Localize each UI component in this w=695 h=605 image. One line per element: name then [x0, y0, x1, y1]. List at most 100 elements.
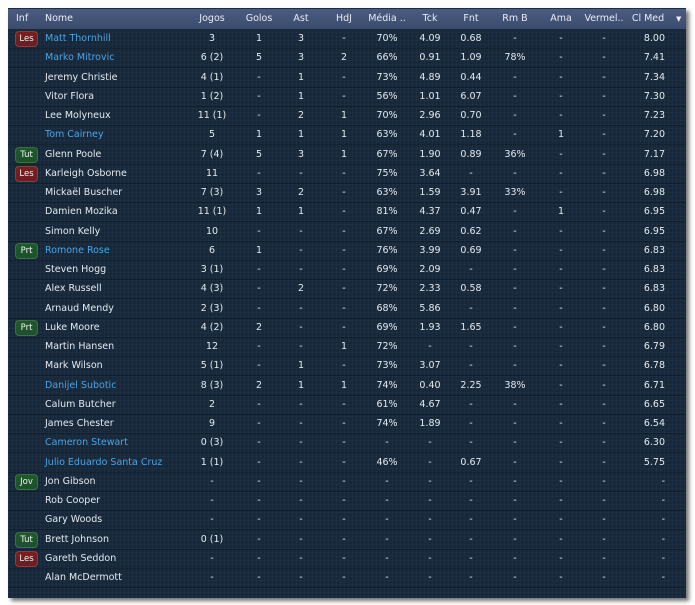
table-row[interactable]: Jeremy Christie 4 (1) - 1 - 73% 4.89 0.44 - - - 7.3…	[8, 68, 686, 88]
table-row[interactable]: Martin Hansen 12 - - 1 72% - - - - - 6.79	[8, 337, 686, 357]
cell-media: -	[385, 533, 389, 545]
column-header-cl-med[interactable]: Cl Med	[631, 13, 665, 24]
status-badge-prt[interactable]: Prt	[15, 242, 38, 259]
table-row[interactable]: Alan McDermott - - - - - - - - - - -	[8, 568, 686, 588]
status-badge-jov[interactable]: Jov	[15, 473, 38, 490]
column-header-rm-b[interactable]: Rm B	[502, 13, 528, 24]
cell-ast: 3	[297, 148, 305, 160]
player-name[interactable]: Arnaud Mendy	[45, 302, 114, 314]
status-badge-prt[interactable]: Prt	[15, 319, 38, 336]
status-badge-tut[interactable]: Tut	[15, 531, 38, 548]
player-name[interactable]: Mark Wilson	[45, 360, 103, 372]
player-name[interactable]: Alex Russell	[45, 283, 102, 295]
player-name[interactable]: Jeremy Christie	[45, 71, 118, 83]
player-name[interactable]: James Chester	[45, 418, 114, 429]
table-row[interactable]: Simon Kelly 10 - - - 67% 2.69 0.62 - - - 6.95	[8, 222, 686, 242]
player-name[interactable]: Simon Kelly	[45, 225, 101, 237]
status-badge-les[interactable]: Les	[15, 165, 38, 182]
table-row[interactable]: Les Matt Thornhill 3 1 3 - 70% 4.09 0.68 - - - 8.00	[8, 29, 686, 49]
player-name[interactable]: Damien Mozika	[45, 206, 118, 218]
table-row[interactable]: Prt Romone Rose 6 1 - - 76% 3.99 0.69 - - - 6.83	[8, 241, 686, 261]
column-header-ast[interactable]: Ast	[293, 13, 309, 24]
player-name[interactable]: Brett Johnson	[45, 533, 109, 545]
table-row[interactable]: Rob Cooper - - - - - - - - - - -	[8, 491, 686, 511]
table-row[interactable]: Marko Mitrovic 6 (2) 5 3 2 66% 0.91 1.09 78% - - 7.…	[8, 48, 686, 69]
table-row[interactable]: Les Karleigh Osborne 11 - - - 75% 3.64 - - - - 6.98	[8, 164, 686, 184]
cell-ast: -	[299, 225, 303, 237]
player-name[interactable]: Alan McDermott	[45, 572, 122, 583]
table-row[interactable]: Alex Russell 4 (3) - 2 - 72% 2.33 0.58 - - - 6.83	[8, 279, 686, 300]
status-badge-tut[interactable]: Tut	[15, 146, 38, 163]
column-header-ama[interactable]: Ama	[550, 13, 572, 24]
cell-hdj: -	[342, 398, 346, 410]
status-badge-les[interactable]: Les	[15, 31, 38, 47]
status-badge-les[interactable]: Les	[15, 550, 38, 567]
column-header-hdj[interactable]: HdJ	[336, 13, 352, 24]
cell-tck: 0.91	[419, 52, 441, 64]
cell-vermelhos: -	[602, 572, 606, 583]
cell-cl-med: 6.95	[643, 225, 665, 237]
table-row[interactable]: Arnaud Mendy 2 (3) - - - 68% 5.86 - - - - 6.80	[8, 299, 686, 319]
player-name[interactable]: Calum Butcher	[45, 398, 116, 410]
column-header-golos[interactable]: Golos	[245, 13, 273, 24]
table-row[interactable]: James Chester 9 - - - 74% 1.89 - - - - 6.54	[8, 414, 686, 434]
player-name[interactable]: Matt Thornhill	[45, 33, 111, 44]
column-header-inf[interactable]: Inf	[16, 13, 29, 24]
player-name[interactable]: Mickaël Buscher	[45, 187, 123, 198]
table-row[interactable]: Julio Eduardo Santa Cruz 1 (1) - - - 46% - 0.67…	[8, 453, 686, 473]
cell-fnt: 0.67	[460, 456, 482, 468]
player-name[interactable]: Lee Molyneux	[45, 110, 111, 121]
table-row[interactable]: Tom Cairney 5 1 1 1 63% 4.01 1.18 - 1 - 7.20	[8, 125, 686, 146]
player-name[interactable]: Gareth Seddon	[45, 552, 117, 564]
column-header-jogos[interactable]: Jogos	[199, 13, 225, 24]
cell-cl-med: 6.83	[643, 244, 665, 256]
player-name[interactable]: Karleigh Osborne	[45, 167, 127, 179]
player-name[interactable]: Tom Cairney	[45, 129, 104, 141]
table-row[interactable]: Vitor Flora 1 (2) - 1 - 56% 1.01 6.07 - - - 7.30	[8, 87, 686, 107]
cell-hdj: -	[342, 167, 346, 179]
cell-ast: 1	[297, 360, 305, 372]
cell-golos: -	[257, 167, 261, 179]
column-header-media[interactable]: Média ..	[368, 13, 406, 24]
table-row[interactable]: Tut Brett Johnson 0 (1) - - - - - - - - - -	[8, 530, 686, 550]
table-row[interactable]: Lee Molyneux 11 (1) - 2 1 70% 2.96 0.70 - - - 7.23	[8, 106, 686, 126]
cell-ama: -	[559, 533, 563, 545]
column-header-tck[interactable]: Tck	[422, 13, 438, 24]
table-row[interactable]: Damien Mozika 11 (1) 1 1 - 81% 4.37 0.47 - 1 - 6.95	[8, 202, 686, 223]
player-name[interactable]: Gary Woods	[45, 514, 103, 526]
cell-ast: -	[299, 244, 303, 256]
table-row[interactable]: Cameron Stewart 0 (3) - - - - - - - - - 6.30	[8, 433, 686, 454]
table-row[interactable]: Steven Hogg 3 (1) - - - 69% 2.09 - - - - 6.83	[8, 260, 686, 280]
player-name[interactable]: Cameron Stewart	[45, 437, 128, 449]
player-name[interactable]: Marko Mitrovic	[45, 52, 115, 64]
player-name[interactable]: Jon Gibson	[45, 475, 96, 487]
table-row[interactable]: Tut Glenn Poole 7 (4) 5 3 1 67% 1.90 0.89 36% - - 7.…	[8, 145, 686, 165]
player-name[interactable]: Glenn Poole	[45, 148, 102, 160]
player-name[interactable]: Rob Cooper	[45, 495, 101, 506]
table-row[interactable]: Jov Jon Gibson - - - - - - - - - - -	[8, 472, 686, 492]
player-name[interactable]: Martin Hansen	[45, 341, 115, 352]
table-row[interactable]: Calum Butcher 2 - - - 61% 4.67 - - - - 6.65	[8, 395, 686, 415]
table-row[interactable]: Gary Woods - - - - - - - - - - -	[8, 510, 686, 531]
table-row[interactable]: Mark Wilson 5 (1) - 1 - 73% 3.07 - - - - 6.78	[8, 356, 686, 377]
column-header-vermelhos[interactable]: Vermel..	[584, 13, 624, 24]
column-header-fnt[interactable]: Fnt	[463, 13, 479, 24]
table-row[interactable]: Les Gareth Seddon - - - - - - - - - - -	[8, 549, 686, 569]
player-name[interactable]: Vitor Flora	[45, 90, 95, 102]
cell-cl-med: -	[661, 514, 665, 526]
player-name[interactable]: Luke Moore	[45, 321, 100, 333]
table-row[interactable]: Prt Luke Moore 4 (2) 2 - - 69% 1.93 1.65 - - - 6.80	[8, 318, 686, 338]
cell-hdj: -	[342, 206, 346, 218]
cell-media: 72%	[376, 341, 398, 352]
player-name[interactable]: Steven Hogg	[45, 264, 107, 275]
player-name[interactable]: Danijel Subotic	[45, 379, 117, 391]
player-name[interactable]: Romone Rose	[45, 244, 110, 256]
cell-golos: -	[257, 341, 261, 352]
cell-golos: -	[257, 495, 261, 506]
column-header-nome[interactable]: Nome	[45, 13, 74, 24]
table-row[interactable]: Mickaël Buscher 7 (3) 3 2 - 63% 1.59 3.91 33% - - 6…	[8, 183, 686, 203]
cell-ast: 1	[297, 129, 305, 141]
table-row[interactable]: Danijel Subotic 8 (3) 2 1 1 74% 0.40 2.25 38% - - 6…	[8, 376, 686, 396]
sort-descending-icon[interactable]: ▼	[676, 15, 682, 23]
player-name[interactable]: Julio Eduardo Santa Cruz	[45, 456, 163, 468]
